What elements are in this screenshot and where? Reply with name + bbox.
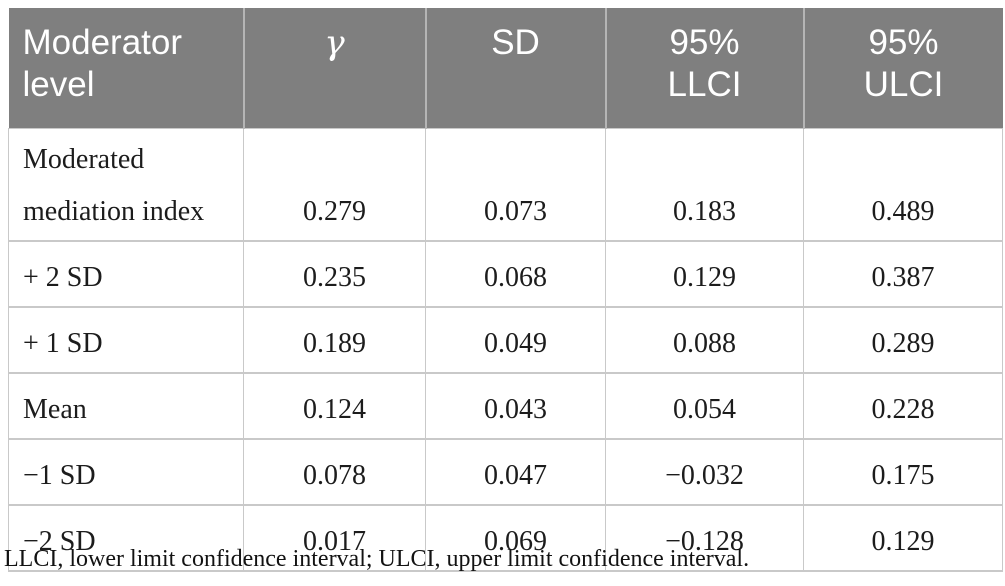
col-header-moderator-level: Moderator level xyxy=(8,8,244,129)
cell-label: + 1 SD xyxy=(8,306,244,374)
table-footnote: LLCI, lower limit confidence interval; U… xyxy=(4,546,750,572)
cell-sd: 0.049 xyxy=(425,306,606,374)
table-row-mean: Mean 0.124 0.043 0.054 0.228 xyxy=(8,372,1003,440)
cell-label: + 2 SD xyxy=(8,240,244,308)
cell-label: Mean xyxy=(8,372,244,440)
cell-ulci: 0.489 xyxy=(803,128,1003,242)
cell-sd: 0.073 xyxy=(425,128,606,242)
cell-sd: 0.043 xyxy=(425,372,606,440)
table-row-plus-1sd: + 1 SD 0.189 0.049 0.088 0.289 xyxy=(8,306,1003,374)
col-header-sd: SD xyxy=(424,8,606,129)
cell-sd: 0.047 xyxy=(425,438,606,506)
cell-label: Moderated mediation index xyxy=(8,128,244,242)
cell-label: −1 SD xyxy=(8,438,244,506)
cell-llci: 0.088 xyxy=(605,306,804,374)
cell-sd: 0.068 xyxy=(425,240,606,308)
cell-llci: −0.032 xyxy=(605,438,804,506)
cell-ulci: 0.387 xyxy=(803,240,1003,308)
moderated-mediation-table: Moderator level γ SD 95% LLCI 95% ULCI M… xyxy=(8,8,1003,572)
cell-ulci: 0.289 xyxy=(803,306,1003,374)
cell-gamma: 0.078 xyxy=(243,438,426,506)
cell-ulci: 0.228 xyxy=(803,372,1003,440)
table-row-minus-1sd: −1 SD 0.078 0.047 −0.032 0.175 xyxy=(8,438,1003,506)
col-header-95-ulci: 95% ULCI xyxy=(802,8,1003,129)
cell-gamma: 0.017 xyxy=(243,504,426,572)
cell-sd: 0.069 xyxy=(425,504,606,572)
cell-llci: 0.183 xyxy=(605,128,804,242)
cell-label: −2 SD xyxy=(8,504,244,572)
cell-gamma: 0.235 xyxy=(243,240,426,308)
cell-llci: 0.054 xyxy=(605,372,804,440)
cell-ulci: 0.175 xyxy=(803,438,1003,506)
cell-llci: −0.128 xyxy=(605,504,804,572)
cell-llci: 0.129 xyxy=(605,240,804,308)
col-header-95-llci: 95% LLCI xyxy=(604,8,804,129)
table-row-moderated-mediation-index: Moderated mediation index 0.279 0.073 0.… xyxy=(8,128,1003,242)
cell-gamma: 0.189 xyxy=(243,306,426,374)
cell-gamma: 0.124 xyxy=(243,372,426,440)
header-row: Moderator level γ SD 95% LLCI 95% ULCI xyxy=(8,8,1003,129)
table-row-minus-2sd: −2 SD 0.017 0.069 −0.128 0.129 xyxy=(8,504,1003,572)
cell-gamma: 0.279 xyxy=(243,128,426,242)
col-header-gamma: γ xyxy=(242,8,426,129)
cell-ulci: 0.129 xyxy=(803,504,1003,572)
table-row-plus-2sd: + 2 SD 0.235 0.068 0.129 0.387 xyxy=(8,240,1003,308)
